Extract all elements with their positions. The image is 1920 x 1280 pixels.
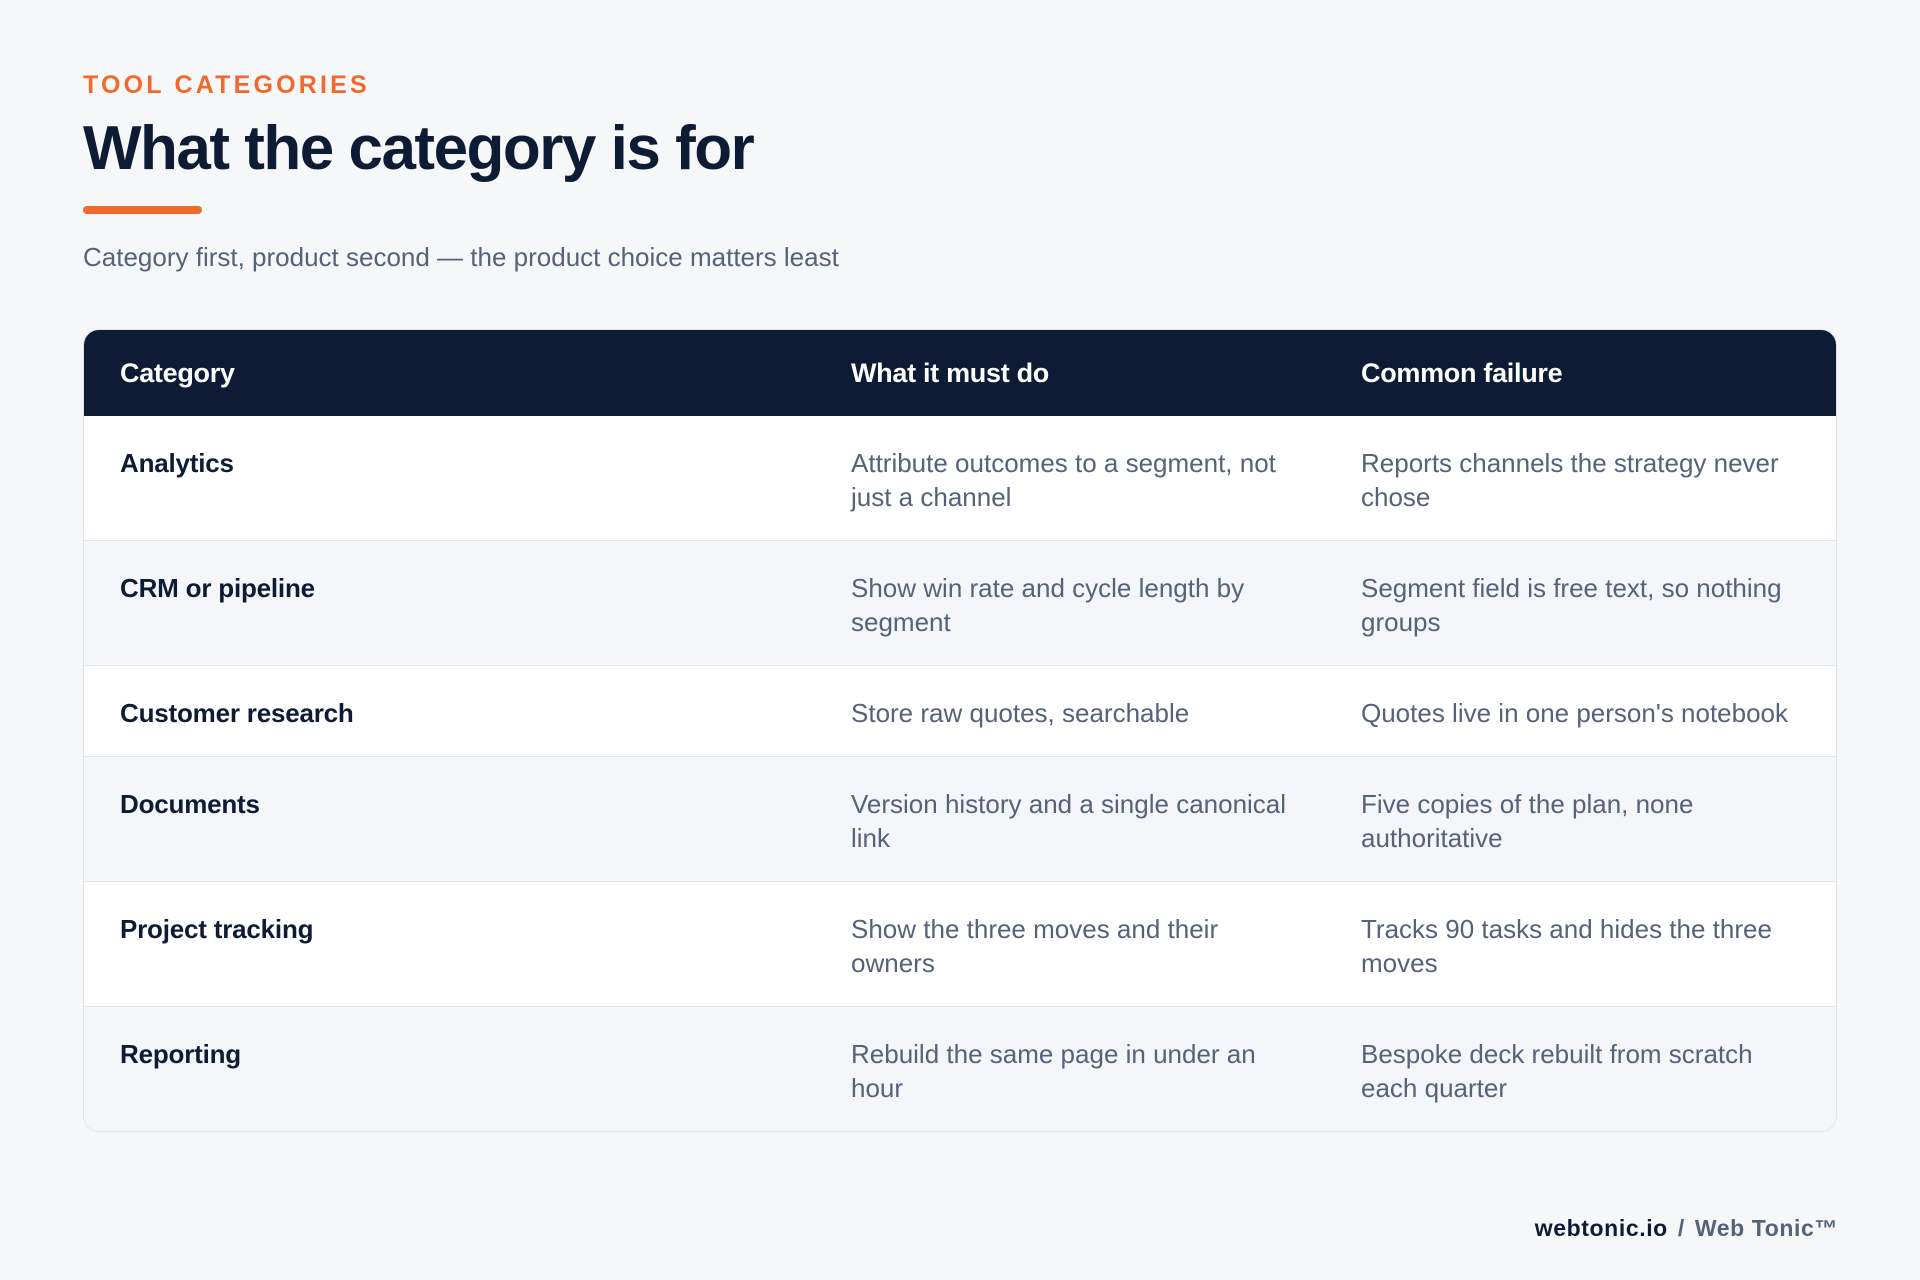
category-cell: Documents xyxy=(84,756,815,882)
must-do-cell: Show win rate and cycle length by segmen… xyxy=(815,540,1325,666)
column-header-must-do: What it must do xyxy=(851,357,1049,388)
must-do-cell: Attribute outcomes to a segment, not jus… xyxy=(851,448,1276,512)
footer-brand: Web Tonic™ xyxy=(1694,1215,1838,1241)
page-title: What the category is for xyxy=(83,114,755,183)
must-do-cell: Rebuild the same page in under an hour xyxy=(815,1006,1325,1131)
footer-credit: webtonic.io / Web Tonic™ xyxy=(1535,1213,1838,1243)
section-eyebrow: TOOL CATEGORIES xyxy=(83,71,370,99)
table-row: Customer research Store raw quotes, sear… xyxy=(84,665,1836,757)
table-row: Analytics Attribute outcomes to a segmen… xyxy=(84,416,1836,541)
column-header-category: Category xyxy=(120,357,235,388)
failure-cell: Five copies of the plan, none authoritat… xyxy=(1325,756,1836,882)
category-table-card: Category What it must do Common failure … xyxy=(83,329,1837,1132)
failure-cell: Bespoke deck rebuilt from scratch each q… xyxy=(1325,1006,1836,1131)
must-do-cell: Show the three moves and their owners xyxy=(815,881,1325,1007)
category-cell: Project tracking xyxy=(84,881,815,1007)
footer-separator: / xyxy=(1677,1215,1685,1241)
failure-cell: Tracks 90 tasks and hides the three move… xyxy=(1325,881,1836,1007)
category-cell: Reporting xyxy=(84,1006,815,1131)
table-row: Documents Version history and a single c… xyxy=(84,756,1836,882)
category-cell: Analytics xyxy=(120,448,234,478)
category-table: Category What it must do Common failure … xyxy=(84,330,1836,1131)
failure-cell: Segment field is free text, so nothing g… xyxy=(1325,540,1836,666)
title-accent-bar xyxy=(83,206,202,214)
failure-cell: Reports channels the strategy never chos… xyxy=(1361,448,1779,512)
slide: TOOL CATEGORIES What the category is for… xyxy=(83,68,1837,1132)
table-row: CRM or pipeline Show win rate and cycle … xyxy=(84,540,1836,666)
must-do-cell: Store raw quotes, searchable xyxy=(815,665,1325,757)
page-subtitle: Category first, product second — the pro… xyxy=(83,242,839,272)
failure-cell: Quotes live in one person's notebook xyxy=(1325,665,1836,757)
must-do-cell: Version history and a single canonical l… xyxy=(815,756,1325,882)
column-header-common-failure: Common failure xyxy=(1361,357,1563,388)
category-cell: CRM or pipeline xyxy=(84,540,815,666)
table-row: Reporting Rebuild the same page in under… xyxy=(84,1006,1836,1131)
category-cell: Customer research xyxy=(84,665,815,757)
table-header-row: Category What it must do Common failure xyxy=(84,330,1836,416)
table-row: Project tracking Show the three moves an… xyxy=(84,881,1836,1007)
footer-domain-link[interactable]: webtonic.io xyxy=(1534,1215,1668,1241)
